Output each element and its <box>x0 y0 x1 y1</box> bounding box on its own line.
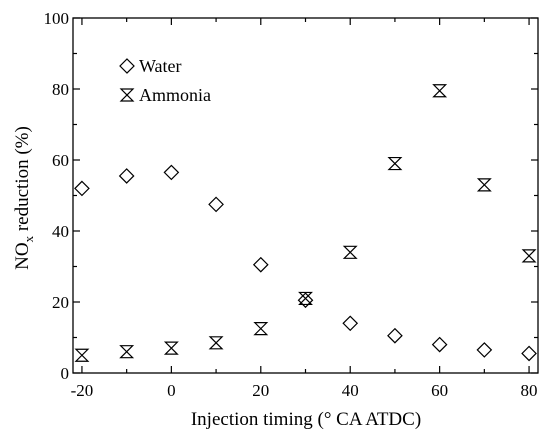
data-point-ammonia <box>208 336 224 350</box>
y-axis-title-main: NO <box>12 242 33 269</box>
data-point-water <box>431 336 448 353</box>
y-axis-title-rest: reduction (%) <box>12 126 33 236</box>
y-tick-label: 0 <box>61 364 70 383</box>
y-tick-label: 20 <box>52 293 69 312</box>
x-tick-label: 0 <box>167 381 176 400</box>
data-point-ammonia <box>253 322 269 336</box>
data-point-water <box>521 345 537 362</box>
x-tick-label: 60 <box>431 381 448 400</box>
legend: Water Ammonia <box>119 56 211 105</box>
x-tick-label: 40 <box>342 381 359 400</box>
x-axis-title: Injection timing (° CA ATDC) <box>191 409 421 430</box>
data-point-ammonia <box>387 156 403 171</box>
data-point-ammonia <box>74 348 90 362</box>
x-tick-label: -20 <box>71 381 94 400</box>
x-tick-label: 20 <box>252 381 269 400</box>
legend-marker-ammonia <box>119 88 135 102</box>
y-tick-label: 80 <box>52 80 69 99</box>
data-point-ammonia <box>432 84 448 98</box>
y-tick-label: 100 <box>44 9 70 28</box>
data-point-ammonia <box>163 341 179 355</box>
legend-label-ammonia: Ammonia <box>139 85 211 105</box>
data-point-water <box>163 164 180 181</box>
series-ammonia <box>74 84 537 362</box>
data-point-ammonia <box>119 345 135 359</box>
data-point-ammonia <box>298 291 313 306</box>
y-axis-title: NOx reduction (%) <box>12 126 36 270</box>
legend-symbol-water <box>119 58 135 74</box>
data-point-water <box>387 327 403 344</box>
y-tick-label: 60 <box>52 151 69 170</box>
legend-label-water: Water <box>139 56 182 76</box>
data-point-ammonia <box>476 178 492 192</box>
data-point-water <box>297 292 314 309</box>
data-point-water <box>476 342 493 358</box>
y-axis-title-sub: x <box>21 235 36 242</box>
data-point-ammonia <box>342 245 358 259</box>
data-markers <box>74 84 537 362</box>
y-tick-label: 40 <box>52 222 69 241</box>
x-tick-label: 80 <box>521 381 538 400</box>
data-point-water <box>342 315 359 332</box>
data-point-ammonia <box>521 249 537 263</box>
ticks <box>73 17 538 374</box>
legend-symbol-ammonia <box>119 88 135 102</box>
data-point-water <box>252 256 269 273</box>
data-point-water <box>208 196 224 213</box>
data-point-water <box>74 180 90 197</box>
data-point-water <box>118 168 135 184</box>
legend-marker-water <box>119 58 135 74</box>
series-water <box>74 164 537 362</box>
